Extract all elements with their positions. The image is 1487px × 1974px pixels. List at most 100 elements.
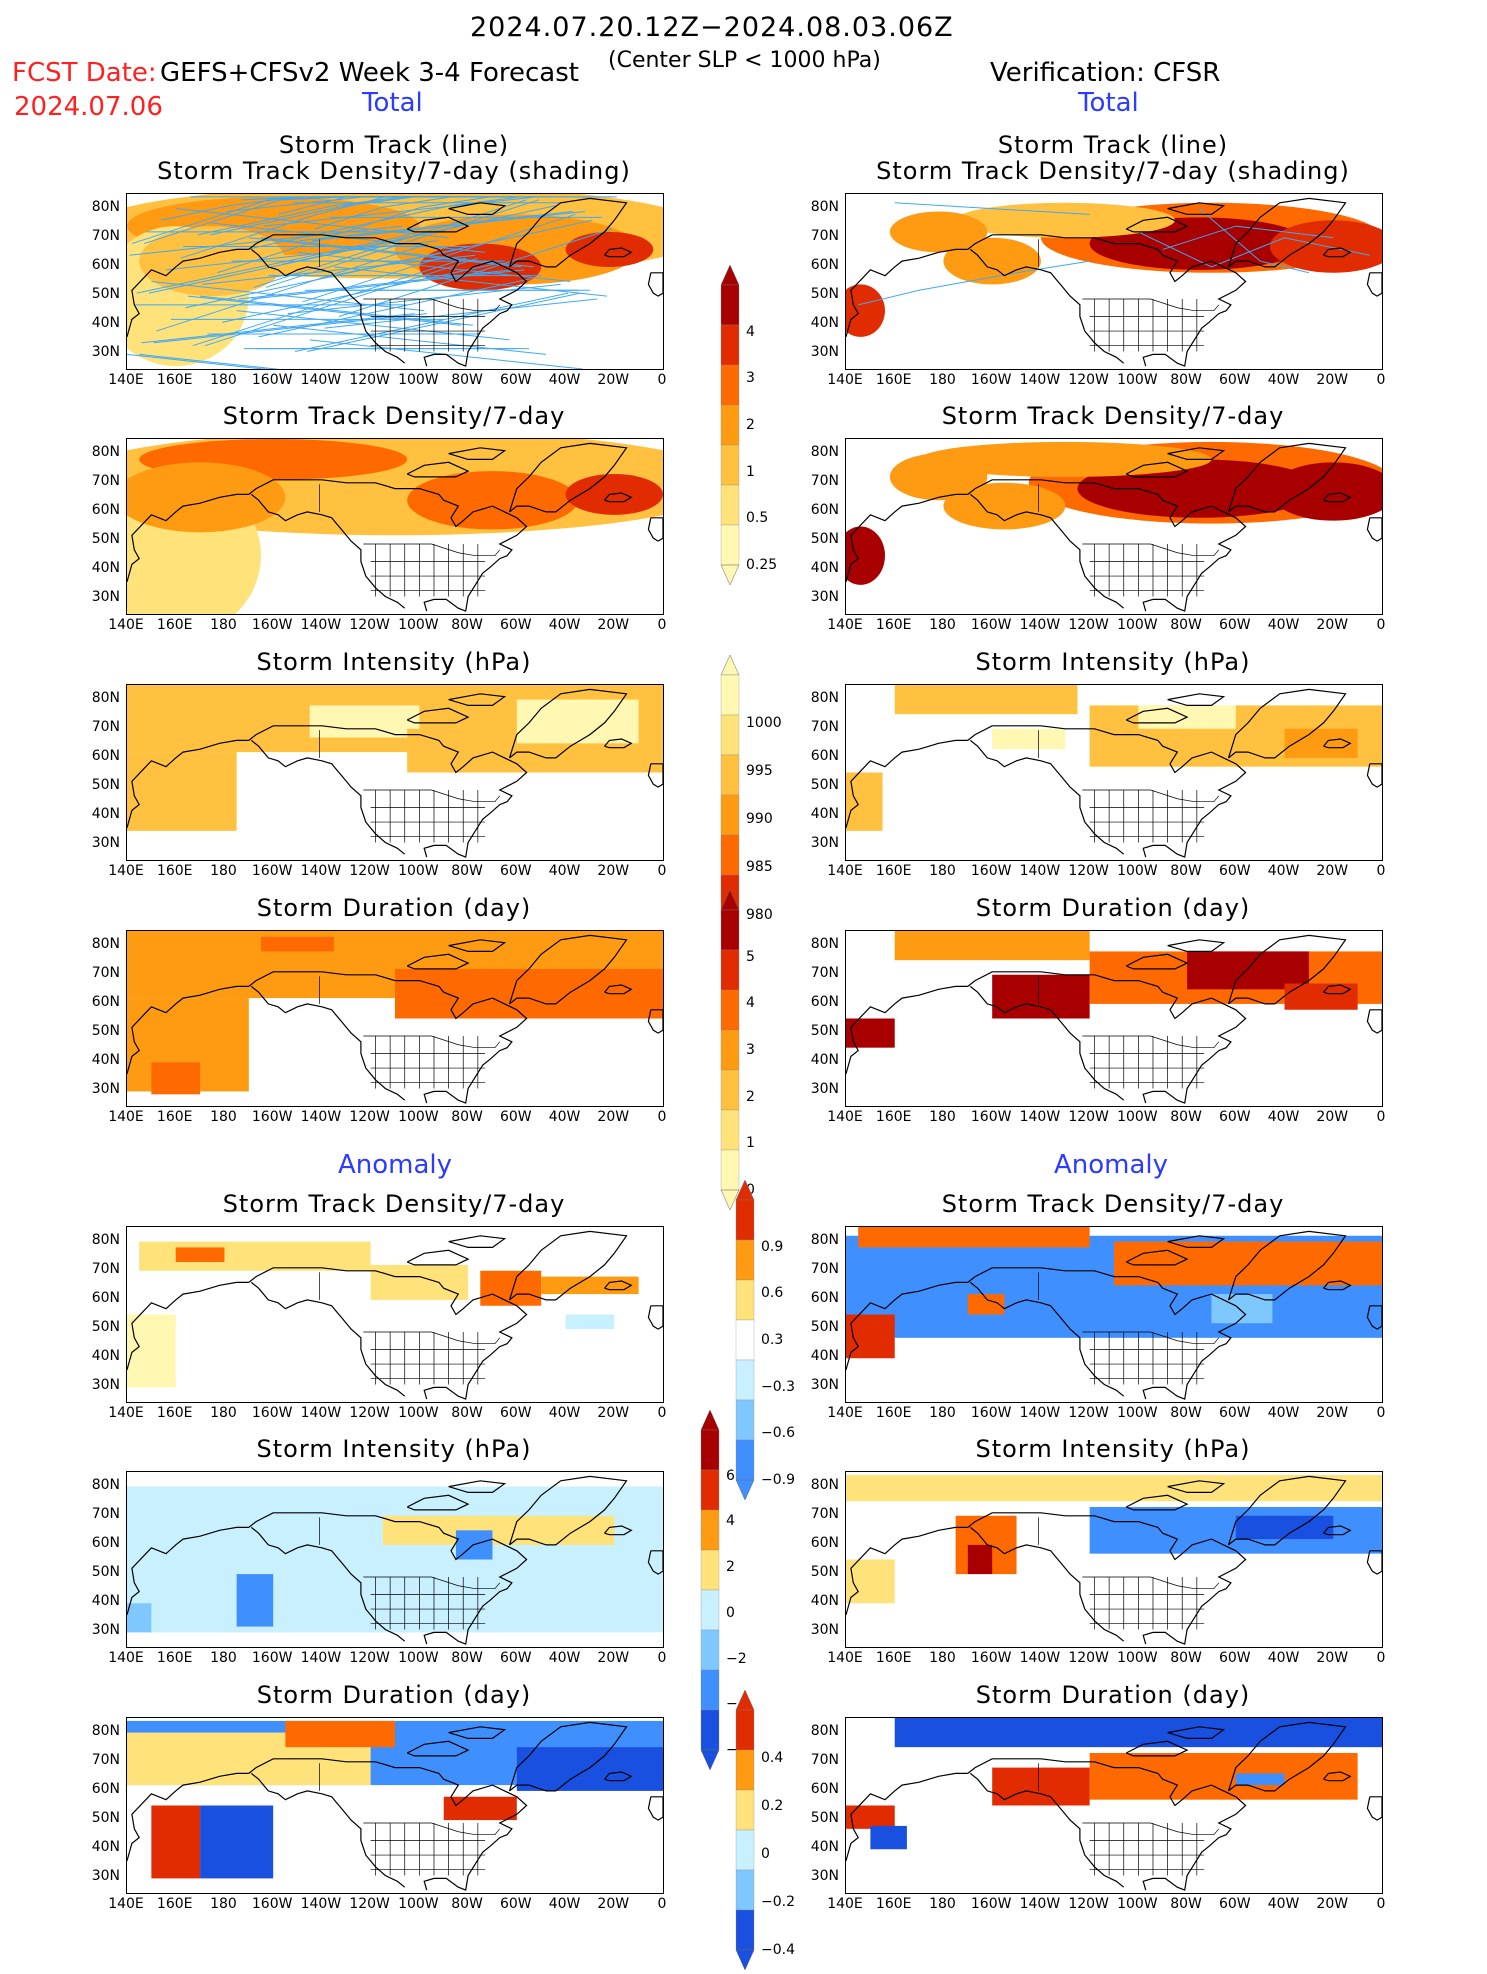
- coastline: [1366, 1796, 1382, 1821]
- colorbar-segment: [720, 404, 740, 446]
- field-shading: [846, 441, 1382, 585]
- x-tick-label: 140W: [1019, 617, 1061, 633]
- colorbar-arrow: [720, 564, 740, 586]
- coastline: [647, 763, 663, 788]
- field-cell: [370, 1264, 469, 1300]
- y-tick-label: 40N: [91, 1593, 120, 1610]
- x-tick-label: 60W: [499, 372, 532, 388]
- field-cell: [175, 1247, 225, 1262]
- coastline: [846, 248, 968, 338]
- y-tick-label: 80N: [91, 198, 120, 215]
- coastline: [248, 1512, 528, 1645]
- colorbar-segment: [720, 444, 740, 486]
- x-tick-label: 80W: [1170, 1405, 1202, 1421]
- colorbar-segment: [720, 989, 740, 1031]
- field-blocks: [846, 1227, 1382, 1359]
- coastline: [250, 739, 406, 855]
- y-tick-label: 30N: [91, 1868, 120, 1885]
- y-tick-label: 30N: [810, 1622, 839, 1639]
- coastline: [1125, 1494, 1189, 1511]
- y-tick-label: 80N: [810, 1722, 839, 1739]
- panel-title: Storm Intensity (hPa): [256, 1435, 532, 1463]
- x-tick-label: 40W: [1267, 617, 1300, 633]
- coastline: [604, 492, 633, 503]
- field-cell: [846, 1559, 895, 1604]
- y-tick-label: 50N: [810, 1810, 839, 1827]
- field-blocks: [127, 1241, 639, 1388]
- x-tick-label: 160E: [875, 1405, 912, 1421]
- y-tick-label: 50N: [91, 531, 120, 548]
- coastline: [967, 479, 1247, 612]
- x-tick-label: 120W: [1068, 1405, 1109, 1421]
- y-tick-label: 60N: [91, 256, 120, 273]
- coastline: [1167, 939, 1226, 952]
- x-tick-label: 140W: [1019, 1650, 1061, 1666]
- field-cell: [1269, 462, 1382, 521]
- map-panel: [126, 1717, 664, 1894]
- colorbar-tick-label: 0: [761, 1846, 770, 1862]
- field-cell: [541, 1276, 639, 1295]
- coastline: [967, 1267, 1247, 1400]
- panel-title: Storm Duration (day): [975, 1681, 1251, 1709]
- x-tick-label: 80W: [1170, 863, 1202, 879]
- x-tick-label: 160W: [970, 863, 1012, 879]
- field-cell: [516, 699, 639, 744]
- x-tick-label: 100W: [398, 1896, 439, 1912]
- x-tick-label: 180: [929, 617, 956, 633]
- x-tick-label: 160W: [251, 1650, 293, 1666]
- storm-track: [299, 211, 573, 242]
- colorbar: [720, 889, 740, 1211]
- field-cell: [846, 526, 885, 585]
- x-tick-label: 140W: [300, 617, 342, 633]
- x-tick-label: 120W: [349, 1405, 390, 1421]
- coastline: [647, 1550, 663, 1575]
- state-borders: [1038, 1763, 1220, 1876]
- colorbar-arrow: [700, 1749, 720, 1771]
- y-tick-label: 30N: [91, 1081, 120, 1098]
- coastline-layer: [846, 934, 1382, 1104]
- storm-track: [312, 211, 586, 242]
- y-tick-label: 50N: [91, 1319, 120, 1336]
- y-tick-label: 60N: [810, 256, 839, 273]
- y-tick-label: 60N: [810, 1780, 839, 1797]
- border-line: [1082, 298, 1220, 312]
- field-cell: [127, 1314, 176, 1388]
- x-tick-label: 140W: [300, 1650, 342, 1666]
- fcst-date-label: FCST Date:: [12, 58, 157, 88]
- y-tick-label: 70N: [810, 227, 839, 244]
- x-tick-label: 60W: [1218, 1896, 1251, 1912]
- x-tick-label: 140E: [827, 1650, 863, 1666]
- colorbar-segment: [735, 1359, 755, 1401]
- storm-track: [200, 295, 474, 326]
- storm-track: [129, 225, 403, 256]
- field-cell: [1284, 728, 1358, 758]
- x-tick-label: 20W: [1316, 863, 1349, 879]
- panel-subtitle: Storm Track Density/7-day (shading): [157, 157, 631, 185]
- coastline: [127, 1772, 249, 1862]
- y-tick-label: 50N: [810, 777, 839, 794]
- y-tick-label: 50N: [91, 1564, 120, 1581]
- colorbar-arrow: [700, 1409, 720, 1431]
- y-tick-label: 40N: [91, 560, 120, 577]
- y-tick-label: 80N: [91, 1722, 120, 1739]
- x-tick-label: 20W: [1316, 372, 1349, 388]
- storm-track: [148, 234, 422, 294]
- field-cell: [894, 1718, 1382, 1748]
- storm-track: [1162, 225, 1334, 250]
- y-tick-label: 30N: [810, 1081, 839, 1098]
- coastline: [127, 493, 249, 583]
- colorbar-segment: [720, 484, 740, 526]
- x-tick-label: 160W: [970, 1896, 1012, 1912]
- x-tick-label: 140E: [108, 1109, 144, 1125]
- coastline: [647, 272, 663, 297]
- y-tick-label: 60N: [810, 747, 839, 764]
- coastline: [647, 1796, 663, 1821]
- coastline: [448, 202, 507, 215]
- colorbar-segment: [720, 1069, 740, 1111]
- x-tick-label: 100W: [1117, 1650, 1158, 1666]
- coastline: [1125, 953, 1189, 970]
- colorbar-tick-label: 1000: [746, 715, 782, 731]
- x-tick-label: 0: [1376, 1405, 1386, 1421]
- criterion-label: (Center SLP < 1000 hPa): [608, 48, 881, 73]
- x-tick-label: 160E: [875, 1650, 912, 1666]
